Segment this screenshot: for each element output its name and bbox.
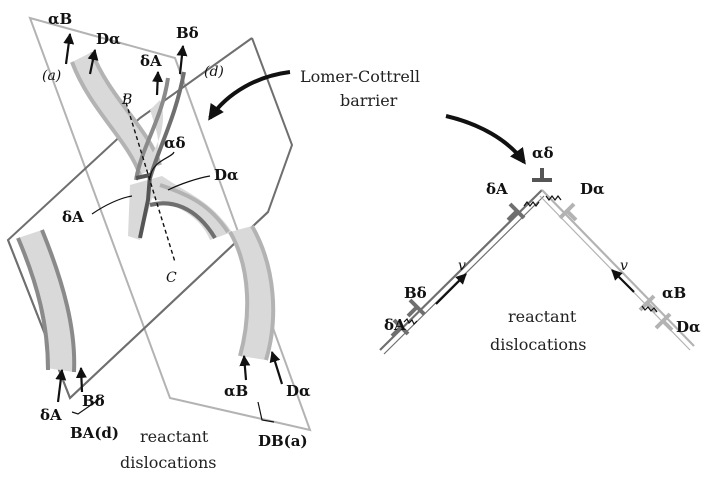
dislocation-Dalpha-center [159,183,230,234]
label-deltaA-mid: δA [62,208,84,226]
label-alphadelta-mid: αδ [164,134,186,152]
right-cross-section: αδ δA Dα v v Bδ δA αB Dα reactant disloc… [379,114,701,355]
callout-line1: Lomer-Cottrell [300,67,420,86]
label-deltaA-top: δA [140,52,162,70]
right-plane-right [541,189,695,347]
label-alphaB-bottom: αB [224,382,248,400]
leader-alphadelta [149,151,175,179]
intersection-line-BC [123,95,176,263]
right-Dalpha-symbol [654,312,674,332]
label-Dalpha-bottom: Dα [286,382,311,400]
dislocation-deltaA-center [149,201,217,240]
label-BA-d: BA(d) [70,424,119,442]
dislocation-alphaB-upper [70,61,142,176]
dislocation-deltaA-line [16,237,50,371]
right-caption-line1: reactant [508,307,577,326]
stacking-fault-left [403,317,418,326]
label-Dalpha-mid: Dα [214,166,239,184]
label-DB-a: DB(a) [258,432,308,450]
velocity-arrow-right [611,269,635,293]
right-caption-line2: dislocations [490,335,587,354]
label-Bdelta-top: Bδ [176,24,199,42]
stacking-fault-left-apex [523,201,540,207]
label-apex-alphadelta: αδ [532,144,554,162]
arrow-alphaB-top [63,32,75,65]
label-right-alphaB: αB [662,284,686,302]
dislocation-Dalpha-lower [250,225,276,361]
callout-arrow-right [445,114,526,165]
label-upper-left-deltaA: δA [486,180,508,198]
leader-Dalpha-mid [167,175,211,191]
arrow-Dalpha-bottom [269,350,284,385]
label-left-deltaA: δA [384,316,406,334]
arrow-Bdelta-top [176,44,188,75]
left-deltaA-symbol [390,318,410,338]
apex-dislocation-symbol [532,168,552,182]
left-caption-line1: reactant [140,427,209,446]
dislocation-Bdelta-line [40,229,77,373]
ribbon-BA-d [18,230,75,372]
label-left-Bdelta: Bδ [404,284,427,302]
label-deltaA-bottom: δA [40,406,62,424]
left-caption-line2: dislocations [120,453,217,472]
callout-line2: barrier [340,91,398,110]
arrow-deltaA-top [152,70,164,96]
left-3d-schematic: (a) (d) B C αB Dα δA Bδ αδ Dα δA δA Bδ B… [6,10,312,472]
left-Bdelta-symbol [406,298,426,318]
velocity-arrow-left [435,273,467,305]
arrow-Dalpha-top [87,48,99,75]
stacking-fault-right-apex [545,195,562,201]
label-velocity-left: v [458,258,466,274]
right-alphaB-symbol [638,294,658,314]
arrow-alphaB-bottom [239,354,251,381]
leader-BA-d [71,395,105,415]
plane-d-label: (d) [204,64,224,80]
callout-arrow-left [208,70,291,121]
plane-d-front-face [7,211,269,400]
label-alphaB-top: αB [48,10,72,28]
label-Dalpha-top: Dα [96,30,121,48]
point-B-label: B [121,92,132,108]
right-plane-left [379,189,543,351]
label-Bdelta-bottom: Bδ [82,392,105,410]
plane-a-label: (a) [42,68,61,84]
dislocation-alphaB-lower [228,230,250,357]
plane-a-outline [28,16,312,432]
dislocation-deltaA-upper [134,77,170,181]
ribbon-DB-a [230,226,274,360]
label-right-Dalpha: Dα [676,318,701,336]
arrow-deltaA-bottom [55,368,67,403]
leader-deltaA-mid [91,195,133,215]
ribbon-upper-a [72,52,160,175]
stacking-fault-right [641,305,658,313]
label-upper-right-Dalpha: Dα [580,180,605,198]
upper-right-dislocation-symbol [558,202,578,222]
leader-DB-a [257,401,275,423]
upper-left-dislocation-symbol [506,202,526,222]
junction-alphadelta [135,172,153,239]
point-C-label: C [166,270,177,286]
arrow-Bdelta-bottom [75,366,87,393]
callout-text: Lomer-Cottrell barrier [300,67,420,110]
label-velocity-right: v [620,258,628,274]
